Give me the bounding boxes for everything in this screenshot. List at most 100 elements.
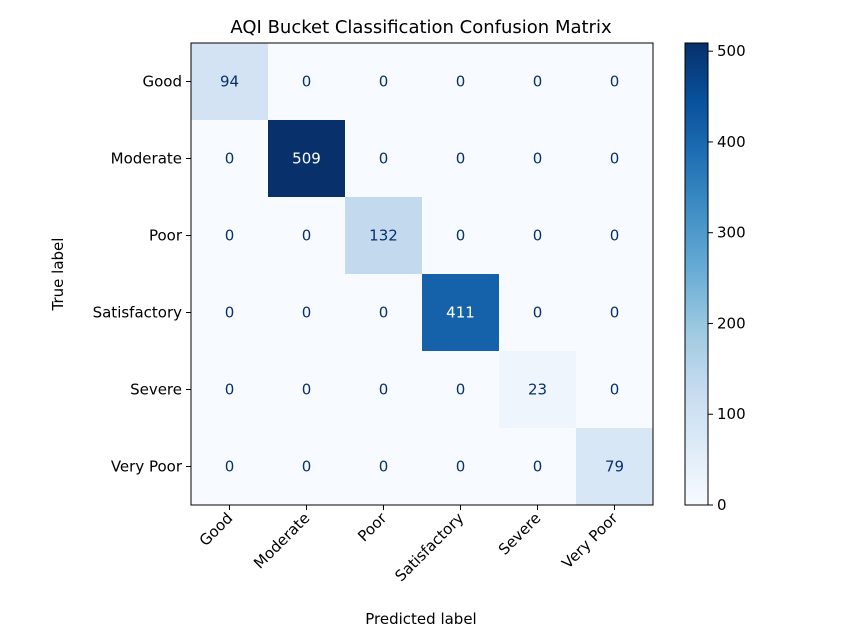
heatmap-cell [345, 197, 423, 275]
cell-value-label: 0 [302, 381, 312, 399]
heatmap-cell [499, 351, 577, 429]
heatmap-cell [422, 274, 500, 352]
heatmap-cell [191, 428, 269, 506]
heatmap-cell [268, 351, 346, 429]
cell-value-label: 0 [379, 304, 389, 322]
y-tick-label: Severe [130, 381, 182, 399]
heatmap-cells: 94 0 0 0 0 0 0 509 0 0 0 0 0 0 132 0 0 0 0 0 0 411 0 0 0 0 0 0 23 0 0 0… [191, 43, 654, 506]
colorbar-tick-label: 200 [717, 314, 746, 332]
heatmap-cell [576, 351, 654, 429]
y-axis-ticks: Good Moderate Poor Satisfactory Severe Very P… [93, 73, 191, 476]
colorbar-tick-label: 300 [717, 224, 746, 242]
cell-value-label: 0 [225, 304, 235, 322]
cell-value-label: 0 [610, 73, 620, 91]
cell-value-label: 0 [456, 227, 466, 245]
heatmap-cell [422, 43, 500, 121]
cell-value-label: 0 [379, 458, 389, 476]
x-tick-label: Good [196, 509, 237, 550]
x-axis-label: Predicted label [365, 610, 476, 628]
cell-value-label: 0 [533, 304, 543, 322]
x-tick-label: Poor [354, 509, 391, 546]
plot-frame [190, 42, 654, 506]
heatmap-cell [345, 428, 423, 506]
cell-value-label: 0 [610, 304, 620, 322]
heatmap-cell [345, 274, 423, 352]
cell-value-label: 509 [292, 150, 321, 168]
cell-value-label: 0 [379, 150, 389, 168]
y-tick-label: Satisfactory [93, 304, 183, 322]
cell-value-label: 0 [533, 458, 543, 476]
cell-value-label: 0 [533, 227, 543, 245]
colorbar-tick-label: 400 [717, 133, 746, 151]
y-tick-label: Very Poor [111, 458, 183, 476]
y-tick-label: Good [143, 73, 183, 91]
cell-value-label: 0 [456, 381, 466, 399]
cell-value-label: 0 [302, 458, 312, 476]
x-tick-label: Moderate [250, 509, 313, 572]
x-tick-label: Satisfactory [391, 509, 467, 585]
cell-value-label: 0 [533, 73, 543, 91]
y-axis-label: True label [49, 238, 67, 312]
heatmap-cell [191, 43, 269, 121]
heatmap-cell [345, 351, 423, 429]
cell-value-label: 94 [220, 73, 239, 91]
cell-value-label: 0 [456, 150, 466, 168]
cell-value-label: 0 [610, 227, 620, 245]
heatmap-cell [499, 120, 577, 198]
cell-value-label: 0 [302, 73, 312, 91]
x-tick-label: Severe [495, 509, 544, 558]
colorbar-ticks: 0 100 200 300 400 500 [708, 42, 746, 514]
heatmap-cell [422, 351, 500, 429]
cell-value-label: 411 [446, 304, 475, 322]
heatmap-cell [268, 428, 346, 506]
heatmap-cell [576, 197, 654, 275]
heatmap-cell [191, 197, 269, 275]
cell-value-label: 0 [533, 150, 543, 168]
heatmap-cell [345, 120, 423, 198]
heatmap-cell [191, 351, 269, 429]
cell-value-label: 0 [225, 227, 235, 245]
heatmap-cell [576, 43, 654, 121]
heatmap-cell [499, 43, 577, 121]
cell-value-label: 0 [225, 381, 235, 399]
colorbar-tick-label: 100 [717, 405, 746, 423]
cell-value-label: 0 [302, 227, 312, 245]
heatmap-cell [422, 120, 500, 198]
cell-value-label: 0 [302, 304, 312, 322]
heatmap-cell [499, 197, 577, 275]
colorbar-tick-label: 0 [717, 496, 727, 514]
cell-value-label: 0 [456, 73, 466, 91]
y-tick-label: Poor [149, 227, 183, 245]
cell-value-label: 23 [528, 381, 547, 399]
cell-value-label: 0 [225, 458, 235, 476]
heatmap-cell [576, 274, 654, 352]
heatmap-cell [191, 274, 269, 352]
heatmap-cell [422, 197, 500, 275]
cell-value-label: 0 [610, 381, 620, 399]
heatmap-cell [268, 274, 346, 352]
cell-value-label: 79 [605, 458, 624, 476]
heatmap-cell [268, 43, 346, 121]
heatmap-cell [499, 274, 577, 352]
cell-value-label: 0 [456, 458, 466, 476]
heatmap-cell [191, 120, 269, 198]
heatmap-cell [499, 428, 577, 506]
cell-value-label: 132 [369, 227, 398, 245]
cell-value-label: 0 [225, 150, 235, 168]
heatmap-cell [345, 43, 423, 121]
cell-value-label: 0 [379, 73, 389, 91]
heatmap-cell [576, 120, 654, 198]
colorbar-tick-label: 500 [717, 42, 746, 60]
chart-title: AQI Bucket Classification Confusion Matr… [230, 17, 612, 38]
heatmap-cell [268, 120, 346, 198]
x-tick-label: Very Poor [558, 509, 622, 573]
cell-value-label: 0 [610, 150, 620, 168]
heatmap-cell [268, 197, 346, 275]
cell-value-label: 0 [379, 381, 389, 399]
heatmap-cell [422, 428, 500, 506]
y-tick-label: Moderate [111, 150, 182, 168]
colorbar [684, 42, 709, 506]
x-axis-ticks: Good Moderate Poor Satisfactory Severe Very P… [196, 505, 622, 585]
heatmap-cell [576, 428, 654, 506]
